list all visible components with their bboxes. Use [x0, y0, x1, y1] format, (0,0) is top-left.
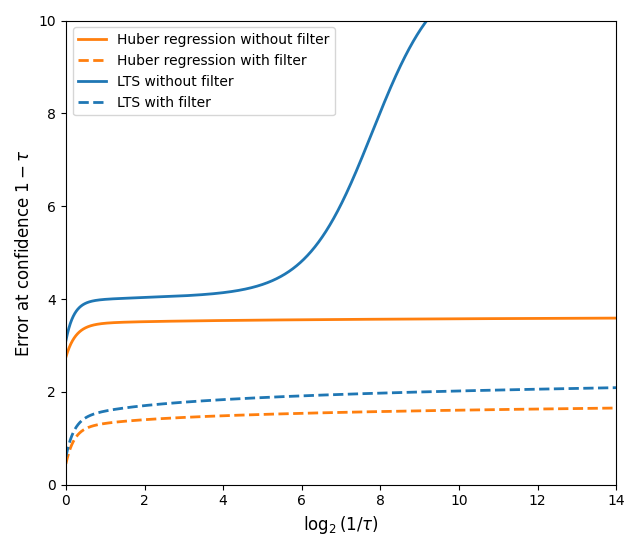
Huber regression with filter: [602, 405, 609, 412]
LTS with filter: [62, 453, 70, 460]
Huber regression without filter: [542, 315, 550, 322]
Huber regression with filter: [125, 418, 132, 424]
LTS without filter: [423, 17, 431, 24]
Huber regression without filter: [612, 315, 620, 321]
Line: Huber regression without filter: Huber regression without filter: [66, 318, 616, 357]
Huber regression with filter: [542, 406, 550, 412]
LTS with filter: [602, 385, 609, 391]
LTS without filter: [612, 17, 620, 24]
Huber regression with filter: [297, 410, 305, 417]
LTS without filter: [62, 337, 70, 344]
Line: Huber regression with filter: Huber regression with filter: [66, 408, 616, 464]
Y-axis label: Error at confidence $1 - \tau$: Error at confidence $1 - \tau$: [15, 149, 33, 356]
LTS with filter: [612, 385, 620, 391]
Huber regression with filter: [157, 415, 165, 422]
LTS without filter: [273, 275, 281, 282]
LTS with filter: [157, 401, 165, 407]
Huber regression without filter: [157, 318, 165, 325]
LTS with filter: [125, 404, 132, 410]
Line: LTS with filter: LTS with filter: [66, 388, 616, 457]
Huber regression without filter: [602, 315, 609, 321]
LTS with filter: [273, 393, 281, 400]
Huber regression without filter: [297, 316, 305, 323]
LTS without filter: [157, 294, 165, 300]
Huber regression with filter: [273, 410, 281, 417]
Line: LTS without filter: LTS without filter: [66, 20, 616, 341]
Huber regression with filter: [62, 461, 70, 467]
Legend: Huber regression without filter, Huber regression with filter, LTS without filte: Huber regression without filter, Huber r…: [73, 28, 335, 115]
Huber regression without filter: [125, 319, 132, 326]
Huber regression without filter: [62, 354, 70, 360]
Huber regression with filter: [612, 405, 620, 412]
LTS without filter: [125, 295, 132, 301]
LTS with filter: [542, 386, 550, 392]
LTS without filter: [602, 17, 609, 24]
Huber regression without filter: [273, 317, 281, 323]
LTS with filter: [297, 393, 305, 399]
LTS without filter: [297, 259, 305, 266]
X-axis label: $\log_2(1/\tau)$: $\log_2(1/\tau)$: [303, 514, 379, 536]
LTS without filter: [543, 17, 550, 24]
